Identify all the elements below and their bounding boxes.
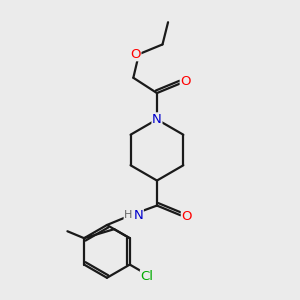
Text: H: H: [124, 210, 133, 220]
Text: N: N: [134, 209, 143, 222]
Text: Cl: Cl: [140, 270, 154, 283]
Text: O: O: [180, 75, 191, 88]
Text: O: O: [182, 210, 192, 223]
Text: N: N: [152, 113, 162, 126]
Text: O: O: [130, 48, 141, 61]
